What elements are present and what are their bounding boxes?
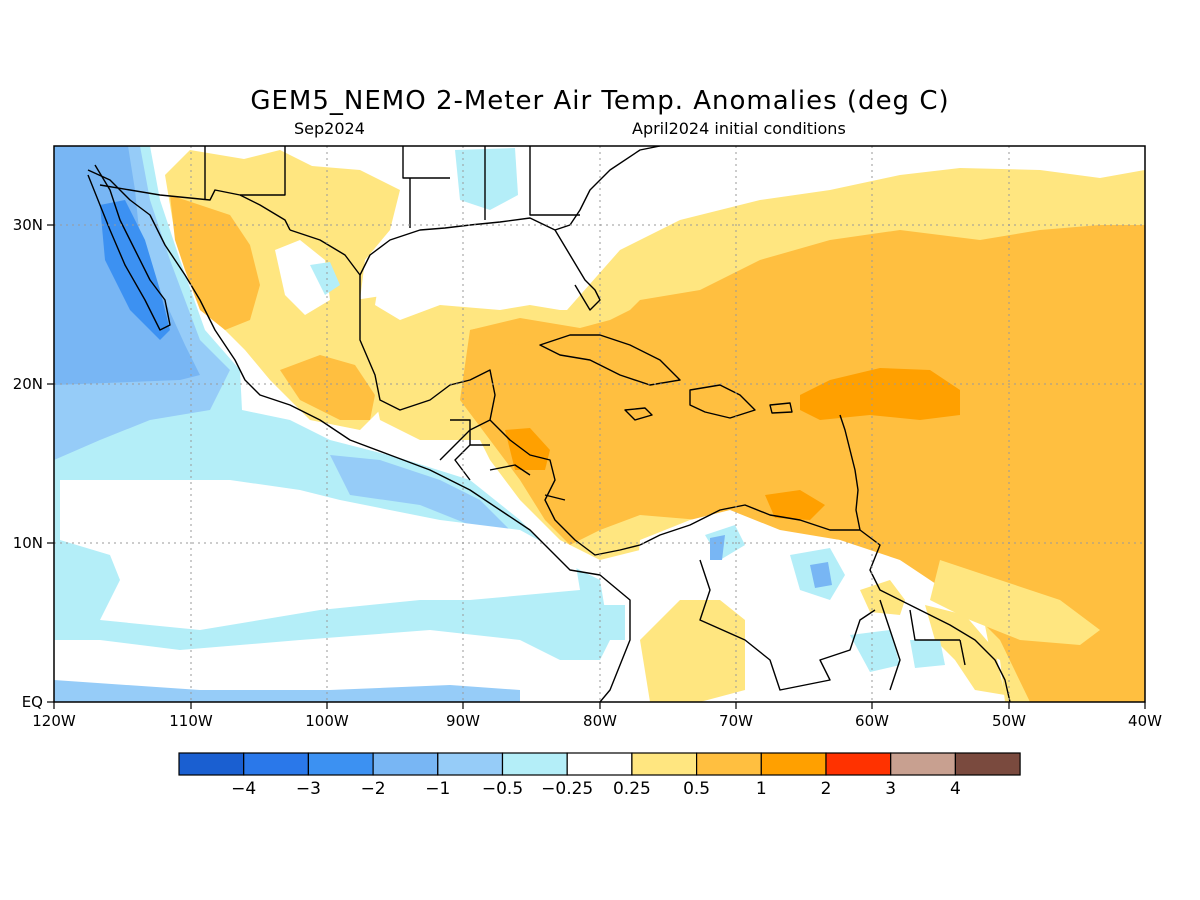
south-america-borders: [699, 559, 966, 691]
legend-label: −0.25: [541, 779, 593, 799]
legend-label: 2: [821, 779, 832, 799]
us-state-lines: [204, 146, 580, 228]
x-tick-label: 40W: [1128, 712, 1162, 730]
caribbean-warm-core: [765, 490, 825, 520]
gulf-coast: [289, 229, 496, 461]
mexico-blue-patch: [310, 262, 340, 295]
cuba-warm: [470, 310, 640, 350]
south-america-cold-core: [810, 562, 832, 588]
central-america-borders: [450, 419, 566, 501]
map-title: GEM5_NEMO 2-Meter Air Temp. Anomalies (d…: [250, 86, 950, 116]
eastern-pacific-cold: [330, 455, 510, 530]
us-southeast-blue: [455, 148, 518, 210]
legend-swatch: [307, 752, 374, 776]
x-tick-label: 50W: [992, 712, 1026, 730]
legend-swatch: [954, 752, 1021, 776]
us-mexico-border: [99, 184, 291, 231]
legend-swatch: [695, 752, 762, 776]
legend-label: −2: [361, 779, 386, 799]
baja-california: [87, 164, 171, 331]
y-axis-labels: EQ 10N 20N 30N: [13, 216, 43, 711]
pacific-cold-lower: [54, 680, 520, 702]
x-tick-label: 110W: [169, 712, 213, 730]
lesser-antilles: [839, 414, 861, 531]
maracaibo-cold: [710, 535, 725, 560]
eq-pacific-blue-patch: [585, 605, 625, 640]
legend-label: 4: [950, 779, 961, 799]
x-tick-label: 120W: [32, 712, 76, 730]
legend-label: −1: [425, 779, 450, 799]
legend-swatch: [631, 752, 698, 776]
y-tick-label: 10N: [13, 534, 43, 552]
legend-swatch: [178, 752, 245, 776]
legend-label: −3: [296, 779, 321, 799]
axis-ticks: [47, 224, 1146, 709]
x-tick-label: 70W: [719, 712, 753, 730]
mexico-warm: [170, 195, 260, 330]
atlantic-white-patch: [930, 560, 1100, 645]
x-tick-label: 90W: [446, 712, 480, 730]
central-america-caribbean: [489, 419, 641, 556]
south-america-cold-4: [910, 640, 945, 668]
atlantic-warm-core: [800, 368, 960, 420]
legend-labels: −4 −3 −2 −1 −0.5 −0.25 0.25 0.5 1 2 3 4: [231, 779, 961, 799]
legend-swatches: [178, 752, 1021, 776]
puerto-rico: [769, 402, 793, 414]
south-america-north-coast: [639, 504, 1011, 702]
south-america-warm-3: [925, 605, 1005, 695]
gulf-white-patch: [375, 240, 565, 320]
legend-swatch: [890, 752, 957, 776]
eq-pacific-white: [60, 480, 580, 630]
south-america-cold-2: [850, 630, 900, 672]
x-tick-label: 80W: [583, 712, 617, 730]
legend-label: 3: [885, 779, 896, 799]
y-tick-label: 30N: [13, 216, 43, 234]
lat-lon-grid: [54, 146, 1145, 702]
cuba: [539, 334, 681, 386]
mexico-pacific-coast: [87, 169, 631, 702]
south-america-warm-1: [640, 600, 745, 702]
legend-label: 1: [756, 779, 767, 799]
south-america-warm-2: [860, 580, 905, 615]
legend-swatch: [501, 752, 568, 776]
x-tick-label: 60W: [855, 712, 889, 730]
legend-swatch: [372, 752, 439, 776]
legend-swatch: [760, 752, 827, 776]
pacific-cold-core: [100, 200, 170, 340]
initial-conditions: April2024 initial conditions: [632, 119, 846, 138]
legend-label: 0.25: [613, 779, 651, 799]
legend-label: −4: [231, 779, 256, 799]
y-tick-label: 20N: [13, 375, 43, 393]
x-tick-label: 100W: [305, 712, 349, 730]
legend-label: 0.5: [683, 779, 710, 799]
us-gulf-coast: [359, 217, 601, 311]
coastlines: [87, 146, 1011, 702]
x-axis-labels: 120W 110W 100W 90W 80W 70W 60W 50W 40W: [32, 712, 1162, 730]
central-america-warm: [505, 428, 550, 470]
forecast-month: Sep2024: [294, 119, 365, 138]
legend-label: −0.5: [482, 779, 523, 799]
hispaniola: [689, 384, 756, 419]
jamaica: [624, 407, 653, 421]
legend-swatch: [437, 752, 504, 776]
legend-swatch: [243, 752, 309, 776]
y-tick-label: EQ: [22, 693, 43, 711]
color-legend: −4 −3 −2 −1 −0.5 −0.25 0.25 0.5 1 2 3 4: [178, 752, 1021, 799]
legend-swatch: [566, 752, 633, 776]
legend-swatch: [825, 752, 892, 776]
mexico-cool-patch: [275, 240, 330, 315]
